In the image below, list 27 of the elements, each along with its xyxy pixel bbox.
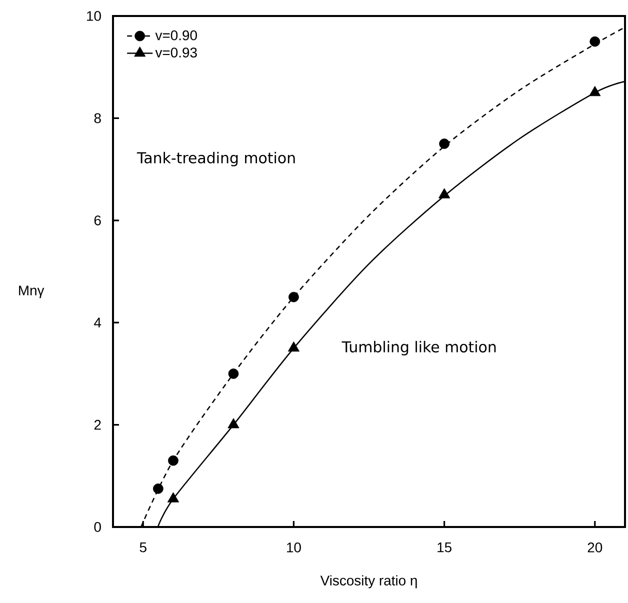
point [589,86,601,96]
annotation: Tank-treading motion [136,152,295,166]
y-axis-title: Mnγ [19,286,44,298]
x-tick-label: 5 [140,542,146,552]
point [439,138,450,149]
point [228,418,240,428]
point [168,455,178,466]
y-tick-label: 4 [94,318,102,328]
y-tick-label: 2 [94,420,101,430]
x-tick-label: 10 [287,542,301,552]
point [288,292,299,302]
legend-label: v=0.93 [155,48,197,58]
y-tick-label: 10 [87,11,101,21]
point [152,483,164,494]
point [167,492,180,502]
point [288,341,300,352]
x-axis-title: Viscosity ratio η [320,575,417,588]
point [228,368,239,379]
point [438,188,450,198]
annotation: Tumbling like motion [342,340,496,356]
x-tick-label: 15 [438,542,452,552]
y-tick-label: 8 [94,113,101,124]
x-tick-label: 20 [588,542,602,552]
legend-label: v=0.90 [155,30,197,40]
y-tick-label: 6 [94,215,101,226]
point [590,36,600,47]
y-tick-label: 0 [94,522,101,532]
